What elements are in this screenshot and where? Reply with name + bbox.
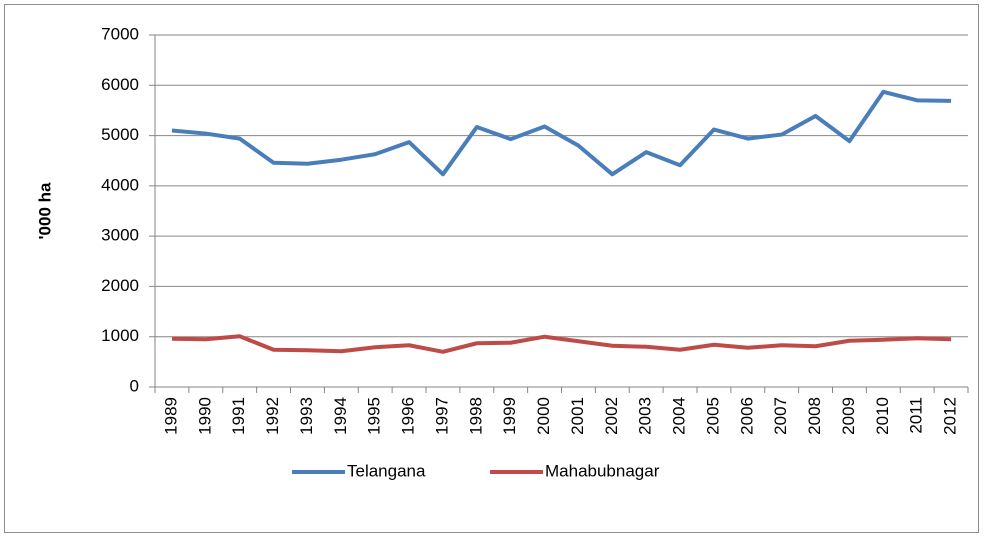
x-tick-label: 2009 [839,397,858,435]
y-tick-label: 7000 [101,24,139,43]
legend-label: Mahabubnagar [545,461,660,480]
x-tick-label: 1990 [195,397,214,435]
y-tick-label: 3000 [101,226,139,245]
x-tick-label: 2001 [568,397,587,435]
x-tick-label: 1994 [331,397,350,435]
x-tick-label: 1993 [297,397,316,435]
y-axis-label: '000 ha [35,182,54,240]
y-tick-label: 5000 [101,125,139,144]
series-line [171,89,952,177]
x-tick-label: 1998 [466,397,485,435]
y-tick-label: 1000 [101,326,139,345]
x-tick-label: 1997 [432,397,451,435]
x-tick-label: 2004 [670,397,689,435]
x-tick-label: 1999 [500,397,519,435]
x-tick-label: 2012 [941,397,960,435]
x-tick-label: 1992 [263,397,282,435]
x-tick-label: 1995 [365,397,384,435]
x-tick-label: 2008 [805,397,824,435]
x-tick-label: 1989 [161,397,180,435]
series-line [171,334,952,354]
x-tick-label: 2002 [602,397,621,435]
y-tick-label: 0 [130,376,139,395]
x-tick-label: 1996 [399,397,418,435]
chart-frame [4,4,979,533]
x-tick-label: 2000 [534,397,553,435]
x-tick-label: 2007 [771,397,790,435]
legend-label: Telangana [347,461,426,480]
x-tick-label: 1991 [229,397,248,435]
x-tick-label: 2010 [873,397,892,435]
x-tick-label: 2006 [737,397,756,435]
y-tick-label: 4000 [101,175,139,194]
x-tick-label: 2003 [636,397,655,435]
x-tick-label: 2011 [907,397,926,434]
y-tick-label: 2000 [101,276,139,295]
y-tick-label: 6000 [101,75,139,94]
x-tick-label: 2005 [703,397,722,435]
